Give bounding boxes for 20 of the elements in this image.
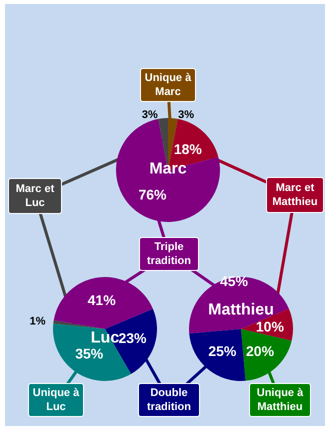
data-label: 10%	[256, 318, 284, 334]
data-label: 3%	[142, 109, 158, 122]
data-label: 1%	[30, 316, 46, 328]
slice-label: Triple tradition	[139, 237, 199, 271]
slice-label: Marc et Luc	[8, 178, 62, 214]
data-label: 23%	[118, 330, 148, 346]
data-label: 35%	[75, 345, 104, 362]
data-label: 25%	[208, 343, 237, 360]
data-label: 3%	[178, 109, 194, 122]
data-label: 20%	[246, 342, 275, 359]
data-label: 76%	[138, 186, 168, 202]
text: Marc	[149, 160, 187, 178]
text: Luc	[90, 330, 120, 346]
slice-label: Unique à Luc	[28, 383, 84, 417]
slice-label: Unique à Marc	[140, 68, 196, 102]
slice-label: Unique à Matthieu	[249, 383, 311, 417]
slice-label: Marc et Matthieu	[266, 177, 324, 213]
text: Matthieu	[208, 302, 274, 318]
slice-label: Double tradition	[138, 383, 200, 417]
data-label: 41%	[88, 292, 116, 308]
